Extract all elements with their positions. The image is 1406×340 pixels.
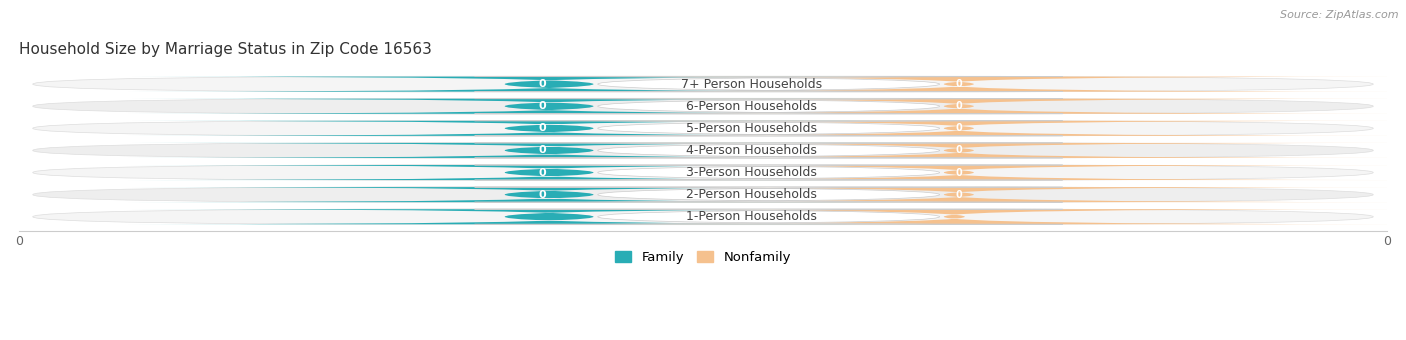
FancyBboxPatch shape — [475, 187, 1063, 202]
FancyBboxPatch shape — [499, 209, 1406, 224]
FancyBboxPatch shape — [128, 99, 970, 114]
FancyBboxPatch shape — [509, 143, 1406, 158]
FancyBboxPatch shape — [32, 165, 1374, 181]
FancyBboxPatch shape — [509, 187, 1406, 202]
Text: 0: 0 — [956, 190, 962, 200]
FancyBboxPatch shape — [475, 143, 1063, 158]
FancyBboxPatch shape — [128, 187, 970, 202]
Text: 0: 0 — [538, 123, 546, 133]
FancyBboxPatch shape — [128, 76, 970, 92]
FancyBboxPatch shape — [128, 121, 970, 136]
FancyBboxPatch shape — [128, 209, 970, 224]
Text: Source: ZipAtlas.com: Source: ZipAtlas.com — [1281, 10, 1399, 20]
Text: 1-Person Households: 1-Person Households — [686, 210, 817, 223]
Text: 5-Person Households: 5-Person Households — [686, 122, 817, 135]
Text: 0: 0 — [956, 79, 962, 89]
Text: 0: 0 — [956, 123, 962, 133]
FancyBboxPatch shape — [475, 76, 1063, 92]
Text: 6-Person Households: 6-Person Households — [686, 100, 817, 113]
Text: 2-Person Households: 2-Person Households — [686, 188, 817, 201]
Text: Household Size by Marriage Status in Zip Code 16563: Household Size by Marriage Status in Zip… — [20, 42, 432, 57]
Text: 0: 0 — [538, 190, 546, 200]
FancyBboxPatch shape — [475, 121, 1063, 136]
Legend: Family, Nonfamily: Family, Nonfamily — [610, 246, 796, 269]
FancyBboxPatch shape — [509, 165, 1406, 180]
FancyBboxPatch shape — [32, 120, 1374, 136]
Text: 0: 0 — [538, 168, 546, 177]
FancyBboxPatch shape — [475, 165, 1063, 180]
Text: 4-Person Households: 4-Person Households — [686, 144, 817, 157]
FancyBboxPatch shape — [32, 76, 1374, 92]
Text: 3-Person Households: 3-Person Households — [686, 166, 817, 179]
FancyBboxPatch shape — [475, 209, 1063, 224]
FancyBboxPatch shape — [509, 121, 1406, 136]
FancyBboxPatch shape — [509, 99, 1406, 114]
FancyBboxPatch shape — [509, 76, 1406, 92]
Text: 0: 0 — [956, 168, 962, 177]
Text: 7+ Person Households: 7+ Person Households — [681, 78, 823, 91]
FancyBboxPatch shape — [128, 165, 970, 180]
FancyBboxPatch shape — [32, 209, 1374, 225]
FancyBboxPatch shape — [128, 143, 970, 158]
Text: 0: 0 — [538, 146, 546, 155]
FancyBboxPatch shape — [32, 98, 1374, 114]
Text: 0: 0 — [538, 79, 546, 89]
Text: 0: 0 — [956, 146, 962, 155]
Text: 0: 0 — [538, 101, 546, 111]
Text: 0: 0 — [956, 101, 962, 111]
FancyBboxPatch shape — [32, 187, 1374, 203]
FancyBboxPatch shape — [475, 99, 1063, 114]
FancyBboxPatch shape — [32, 142, 1374, 158]
